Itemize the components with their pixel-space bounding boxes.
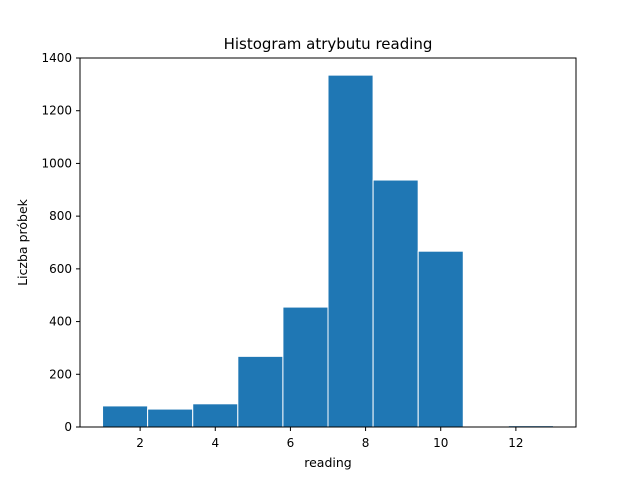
histogram-bar [327, 74, 374, 428]
y-tick-label: 400 [49, 315, 72, 329]
x-tick-label: 6 [287, 436, 295, 450]
y-tick-label: 200 [49, 367, 72, 381]
y-tick-label: 1000 [41, 156, 72, 170]
y-tick-label: 600 [49, 262, 72, 276]
y-axis: 0 200 400 600 800 1000 1200 1400 [41, 51, 80, 434]
x-axis-title: reading [304, 455, 351, 470]
histogram-bar [282, 306, 329, 428]
y-tick-label: 800 [49, 209, 72, 223]
plot-frame [79, 57, 577, 428]
x-tick-label: 2 [136, 436, 144, 450]
y-tick-label: 1400 [41, 51, 72, 65]
histogram-bars [102, 74, 554, 428]
x-tick-label: 12 [508, 436, 523, 450]
histogram-bar [237, 355, 284, 428]
histogram-bar [372, 179, 419, 428]
x-tick-label: 10 [433, 436, 448, 450]
y-tick-label: 0 [64, 420, 72, 434]
x-tick-label: 8 [362, 436, 370, 450]
x-tick-label: 4 [211, 436, 219, 450]
histogram-bar [192, 403, 239, 428]
x-axis: 2 4 6 8 10 12 [136, 427, 524, 450]
histogram-bar [102, 405, 149, 428]
chart-title: Histogram atrybutu reading [224, 35, 433, 53]
y-axis-title: Liczba próbek [15, 198, 30, 286]
histogram-bar [147, 408, 194, 428]
y-tick-label: 1200 [41, 104, 72, 118]
histogram-bar [417, 250, 464, 428]
